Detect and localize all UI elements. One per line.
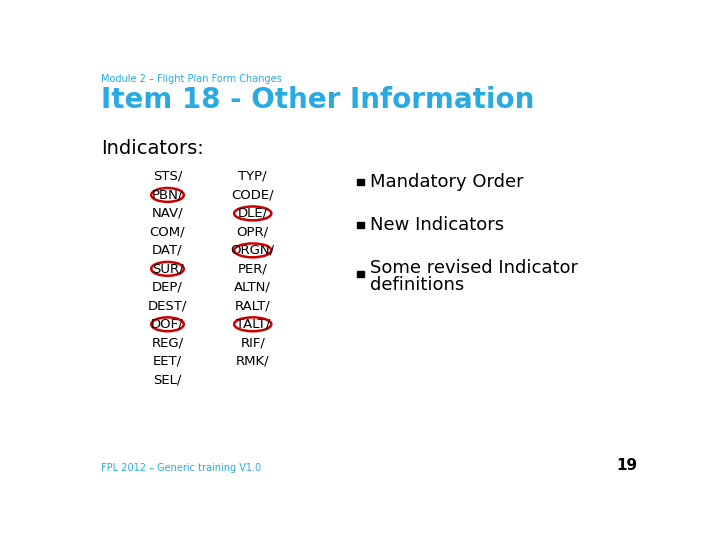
Text: Some revised Indicator: Some revised Indicator xyxy=(370,259,577,277)
Bar xyxy=(357,271,364,278)
Text: TALT/: TALT/ xyxy=(235,318,270,331)
Text: RMK/: RMK/ xyxy=(236,355,269,368)
Text: Item 18 - Other Information: Item 18 - Other Information xyxy=(101,86,534,114)
Text: DEST/: DEST/ xyxy=(148,299,187,312)
Text: ORGN/: ORGN/ xyxy=(230,244,275,257)
Text: SEL/: SEL/ xyxy=(153,373,181,386)
Text: DOF/: DOF/ xyxy=(151,318,184,331)
Text: Mandatory Order: Mandatory Order xyxy=(370,173,523,191)
Text: Indicators:: Indicators: xyxy=(101,139,204,158)
Bar xyxy=(357,179,364,185)
Text: definitions: definitions xyxy=(370,276,464,294)
Bar xyxy=(357,222,364,228)
Text: PBN/: PBN/ xyxy=(152,188,183,201)
Text: FPL 2012 – Generic training V1.0: FPL 2012 – Generic training V1.0 xyxy=(101,463,261,473)
Text: 19: 19 xyxy=(616,458,637,473)
Text: NAV/: NAV/ xyxy=(152,207,184,220)
Text: EET/: EET/ xyxy=(153,355,182,368)
Text: TYP/: TYP/ xyxy=(238,170,267,183)
Text: DLE/: DLE/ xyxy=(238,207,268,220)
Text: DEP/: DEP/ xyxy=(152,281,183,294)
Text: OPR/: OPR/ xyxy=(237,225,269,238)
Text: RALT/: RALT/ xyxy=(235,299,271,312)
Text: SUR/: SUR/ xyxy=(152,262,184,275)
Text: Module 2 – Flight Plan Form Changes: Module 2 – Flight Plan Form Changes xyxy=(101,74,282,84)
Text: STS/: STS/ xyxy=(153,170,182,183)
Text: ALTN/: ALTN/ xyxy=(234,281,271,294)
Text: New Indicators: New Indicators xyxy=(370,216,504,234)
Text: RIF/: RIF/ xyxy=(240,336,265,349)
Text: PER/: PER/ xyxy=(238,262,268,275)
Text: DAT/: DAT/ xyxy=(152,244,183,257)
Text: REG/: REG/ xyxy=(151,336,184,349)
Text: COM/: COM/ xyxy=(150,225,185,238)
Text: CODE/: CODE/ xyxy=(231,188,274,201)
